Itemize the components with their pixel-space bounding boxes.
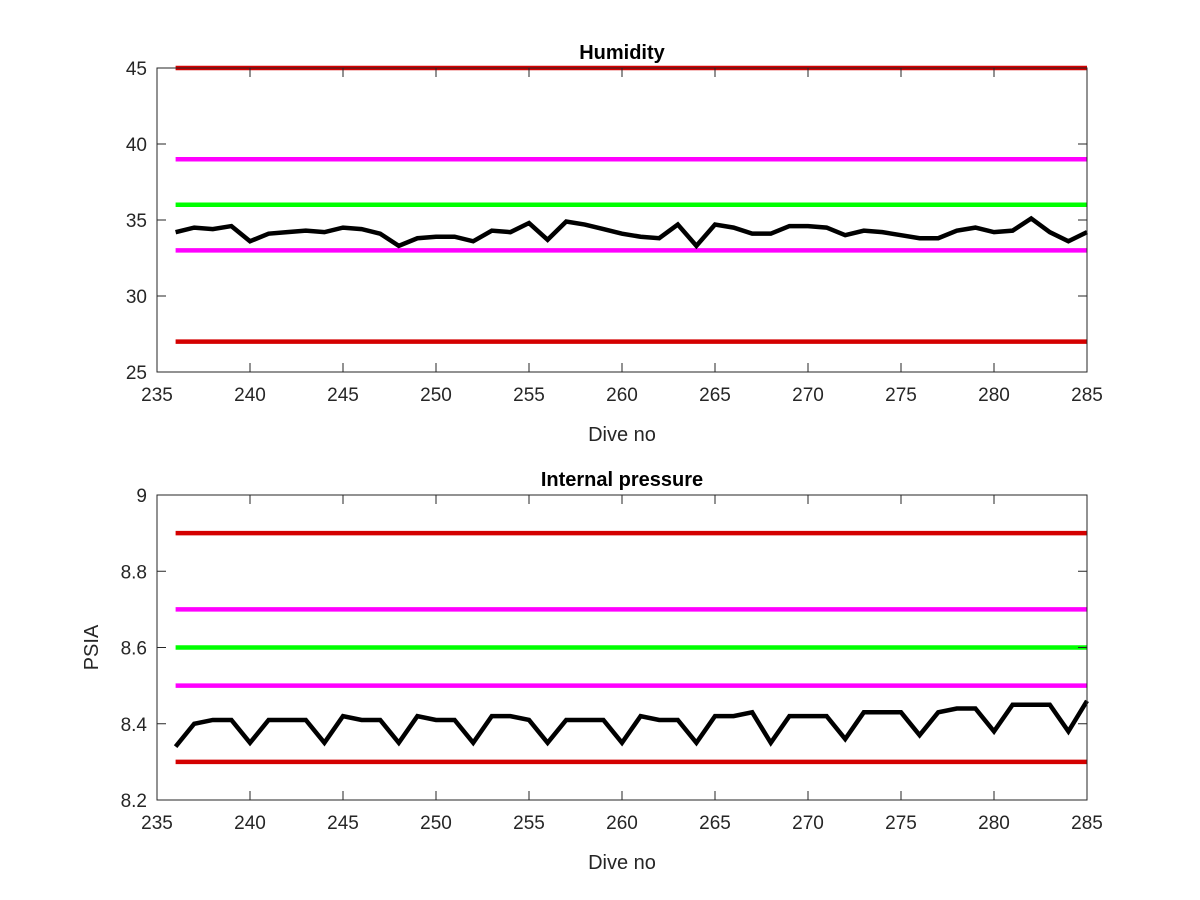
chart1-y-tick-label: 8.4 xyxy=(121,715,148,736)
chart1-y-axis-label: PSIA xyxy=(81,624,103,670)
chart1-x-tick-label: 245 xyxy=(327,813,359,834)
chart0-y-tick-label: 25 xyxy=(126,363,147,384)
chart0-x-tick-label: 280 xyxy=(978,385,1010,406)
chart1-x-tick-label: 285 xyxy=(1071,813,1103,834)
chart0-x-tick-label: 235 xyxy=(141,385,173,406)
chart1-series-line-0 xyxy=(173,699,1089,749)
chart0-y-tick-label: 45 xyxy=(126,59,147,80)
chart1-x-tick-label: 260 xyxy=(606,813,638,834)
chart0-x-tick-label: 285 xyxy=(1071,385,1103,406)
chart0-y-tick-label: 35 xyxy=(126,211,147,232)
chart1-x-tick-label: 270 xyxy=(792,813,824,834)
chart0-x-tick-label: 245 xyxy=(327,385,359,406)
chart0-plot-area xyxy=(157,68,1087,372)
chart0-x-tick-label: 265 xyxy=(699,385,731,406)
chart1-x-tick-label: 280 xyxy=(978,813,1010,834)
chart0-y-tick-label: 40 xyxy=(126,135,147,156)
humidity-chart: 235 240 245 250 255 260 265 270 275 280 285 25 30 35 4… xyxy=(126,42,1103,446)
chart1-title: Internal pressure xyxy=(541,469,703,491)
chart0-x-tick-label: 275 xyxy=(885,385,917,406)
chart1-x-tick-label: 235 xyxy=(141,813,173,834)
chart1-x-tick-label: 250 xyxy=(420,813,452,834)
chart1-x-tick-label: 265 xyxy=(699,813,731,834)
chart0-series-line-0 xyxy=(175,215,1088,250)
chart1-y-tick-label: 8.2 xyxy=(121,791,147,812)
chart0-x-tick-label: 240 xyxy=(234,385,266,406)
chart0-y-tick-label: 30 xyxy=(126,287,147,308)
chart1-x-tick-label: 255 xyxy=(513,813,545,834)
chart0-x-tick-label: 250 xyxy=(420,385,452,406)
chart0-x-axis-label: Dive no xyxy=(588,424,656,446)
chart1-y-tick-label: 9 xyxy=(136,486,147,507)
chart1-x-tick-label: 275 xyxy=(885,813,917,834)
chart1-x-axis-label: Dive no xyxy=(588,852,656,874)
internal-pressure-chart: 235 240 245 250 255 260 265 270 275 280 285 8.2 8.4 8… xyxy=(81,469,1103,874)
chart0-title: Humidity xyxy=(579,42,665,64)
chart0-x-tick-label: 255 xyxy=(513,385,545,406)
chart0-x-tick-label: 270 xyxy=(792,385,824,406)
chart1-y-tick-label: 8.8 xyxy=(121,562,147,583)
chart0-x-tick-label: 260 xyxy=(606,385,638,406)
chart1-y-tick-label: 8.6 xyxy=(121,639,147,660)
chart1-x-tick-label: 240 xyxy=(234,813,266,834)
